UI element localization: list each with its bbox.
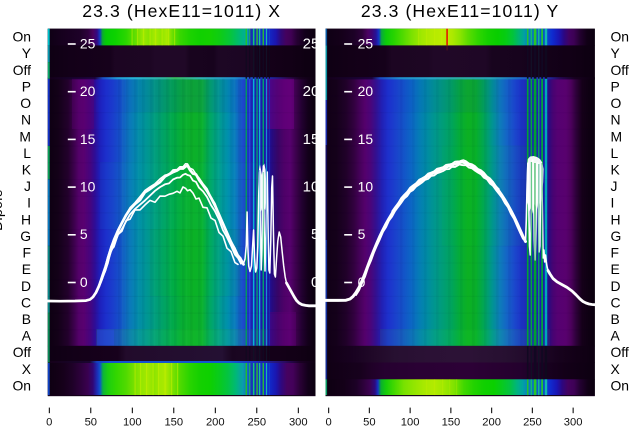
svg-text:300: 300 (564, 417, 583, 429)
svg-text:K: K (22, 162, 32, 178)
svg-text:M: M (611, 128, 623, 144)
svg-text:23.3 (HexE11=1011) X: 23.3 (HexE11=1011) X (82, 1, 281, 21)
svg-text:G: G (611, 228, 622, 244)
svg-text:N: N (21, 112, 31, 128)
svg-text:15: 15 (358, 131, 374, 147)
svg-text:E: E (22, 261, 31, 277)
svg-text:On: On (611, 378, 630, 394)
svg-text:B: B (22, 311, 31, 327)
svg-text:300: 300 (289, 417, 308, 429)
svg-text:E: E (611, 261, 620, 277)
svg-text:15: 15 (303, 131, 320, 148)
svg-text:250: 250 (523, 417, 542, 429)
svg-text:Y: Y (611, 45, 620, 61)
svg-text:Off: Off (13, 344, 31, 360)
svg-text:J: J (611, 178, 618, 194)
svg-text:15: 15 (80, 131, 96, 147)
svg-text:0: 0 (325, 417, 331, 429)
svg-text:I: I (27, 195, 31, 211)
svg-text:D: D (611, 278, 621, 294)
svg-text:H: H (611, 211, 621, 227)
svg-text:20: 20 (358, 83, 374, 99)
svg-text:150: 150 (442, 417, 461, 429)
svg-text:L: L (611, 145, 619, 161)
svg-text:0: 0 (80, 274, 88, 290)
svg-text:150: 150 (164, 417, 183, 429)
svg-text:25: 25 (303, 35, 320, 52)
svg-text:A: A (611, 328, 621, 344)
svg-text:10: 10 (303, 179, 320, 196)
svg-text:D: D (21, 278, 31, 294)
svg-text:L: L (23, 145, 31, 161)
svg-text:I: I (611, 195, 615, 211)
svg-text:5: 5 (80, 226, 88, 242)
svg-text:20: 20 (80, 83, 96, 99)
svg-text:C: C (21, 294, 31, 310)
svg-text:F: F (611, 245, 620, 261)
svg-text:O: O (611, 95, 622, 111)
svg-text:5: 5 (358, 226, 366, 242)
svg-text:P: P (22, 78, 31, 94)
svg-text:Y: Y (22, 45, 31, 61)
svg-text:100: 100 (401, 417, 420, 429)
svg-text:25: 25 (358, 35, 374, 51)
svg-text:F: F (23, 245, 32, 261)
svg-text:G: G (20, 228, 31, 244)
svg-text:Dipole: Dipole (0, 189, 5, 231)
svg-text:23.3 (HexE11=1011) Y: 23.3 (HexE11=1011) Y (361, 1, 560, 21)
svg-text:5: 5 (311, 226, 319, 243)
svg-text:250: 250 (247, 417, 266, 429)
svg-text:C: C (611, 294, 621, 310)
svg-text:H: H (21, 211, 31, 227)
svg-text:P: P (611, 78, 620, 94)
svg-text:Off: Off (611, 344, 629, 360)
svg-text:0: 0 (46, 417, 52, 429)
svg-text:X: X (22, 361, 31, 377)
svg-text:X: X (611, 361, 620, 377)
svg-text:A: A (22, 328, 32, 344)
svg-text:Off: Off (13, 62, 31, 78)
svg-text:25: 25 (80, 35, 96, 51)
svg-text:0: 0 (358, 274, 366, 290)
svg-text:O: O (20, 95, 31, 111)
svg-text:On: On (12, 378, 31, 394)
svg-text:20: 20 (303, 83, 320, 100)
svg-text:M: M (19, 128, 31, 144)
svg-text:50: 50 (85, 417, 97, 429)
svg-text:100: 100 (123, 417, 142, 429)
svg-text:10: 10 (80, 179, 96, 195)
svg-text:50: 50 (363, 417, 375, 429)
svg-text:On: On (12, 29, 31, 45)
svg-text:J: J (24, 178, 31, 194)
svg-text:10: 10 (358, 179, 374, 195)
svg-text:200: 200 (482, 417, 501, 429)
svg-text:On: On (611, 29, 630, 45)
svg-text:K: K (611, 162, 621, 178)
svg-text:0: 0 (311, 274, 319, 291)
svg-text:B: B (611, 311, 620, 327)
svg-text:200: 200 (206, 417, 225, 429)
svg-text:N: N (611, 112, 621, 128)
svg-text:Off: Off (611, 62, 629, 78)
